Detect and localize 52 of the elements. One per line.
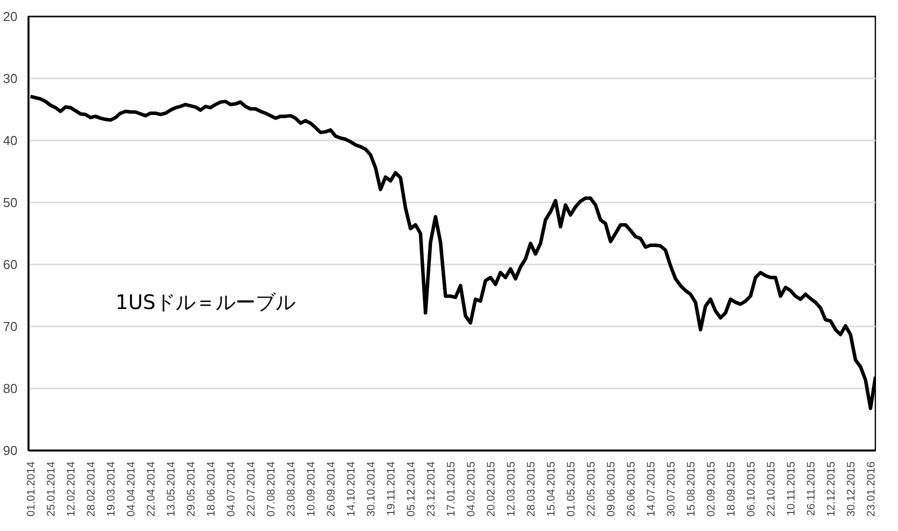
y-tick-label: 50 bbox=[3, 195, 18, 210]
x-tick-label: 09.06.2015 bbox=[606, 461, 618, 517]
x-tick-label: 01.05.2015 bbox=[566, 461, 578, 517]
x-tick-label: 28.03.2015 bbox=[526, 461, 538, 517]
x-tick-label: 02.09.2015 bbox=[706, 461, 718, 517]
x-tick-label: 23.08.2014 bbox=[286, 461, 298, 517]
x-tick-label: 10.09.2014 bbox=[306, 461, 318, 517]
x-tick-label: 23.12.2014 bbox=[426, 461, 438, 517]
x-tick-label: 06.10.2015 bbox=[746, 461, 758, 517]
x-tick-label: 30.07.2015 bbox=[666, 461, 678, 517]
x-tick-label: 22.04.2014 bbox=[146, 461, 158, 517]
x-tick-label: 10.11.2015 bbox=[786, 461, 798, 516]
x-tick-label: 12.02.2014 bbox=[66, 461, 78, 517]
y-tick-label: 60 bbox=[3, 257, 18, 272]
y-tick-label: 20 bbox=[3, 9, 18, 24]
x-tick-label: 12.03.2015 bbox=[506, 461, 518, 517]
x-tick-label: 05.12.2014 bbox=[406, 461, 418, 517]
x-tick-label: 14.10.2014 bbox=[346, 461, 358, 517]
y-tick-label: 80 bbox=[3, 381, 18, 396]
x-tick-label: 20.02.2015 bbox=[486, 461, 498, 517]
x-tick-label: 29.05.2014 bbox=[186, 461, 198, 517]
x-tick-label: 19.11.2014 bbox=[386, 461, 398, 516]
x-tick-label: 14.07.2015 bbox=[646, 461, 658, 517]
x-tick-label: 01.01.2014 bbox=[26, 461, 38, 517]
x-tick-label: 12.12.2015 bbox=[826, 461, 838, 517]
x-tick-label: 28.02.2014 bbox=[86, 461, 98, 517]
x-tick-label: 26.11.2015 bbox=[806, 461, 818, 516]
y-tick-label: 70 bbox=[3, 319, 18, 334]
x-tick-label: 25.01.2014 bbox=[46, 461, 58, 517]
y-tick-label: 40 bbox=[3, 133, 18, 148]
x-tick-label: 15.08.2015 bbox=[686, 461, 698, 517]
x-tick-label: 30.10.2014 bbox=[366, 461, 378, 517]
x-tick-label: 17.01.2015 bbox=[446, 461, 458, 517]
y-tick-label: 30 bbox=[3, 71, 18, 86]
x-tick-label: 04.04.2014 bbox=[126, 461, 138, 517]
x-tick-label: 04.02.2015 bbox=[466, 461, 478, 517]
x-tick-label: 26.06.2015 bbox=[626, 461, 638, 517]
x-tick-label: 18.06.2014 bbox=[206, 461, 218, 517]
x-tick-label: 22.07.2014 bbox=[246, 461, 258, 517]
y-tick-label: 90 bbox=[3, 443, 18, 458]
x-tick-label: 30.12.2015 bbox=[846, 461, 858, 517]
x-tick-label: 07.08.2014 bbox=[266, 461, 278, 517]
x-tick-label: 13.05.2014 bbox=[166, 461, 178, 517]
x-tick-label: 19.03.2014 bbox=[106, 461, 118, 517]
x-tick-label: 23.01.2016 bbox=[866, 461, 878, 517]
x-tick-label: 04.07.2014 bbox=[226, 461, 238, 517]
x-tick-label: 22.05.2015 bbox=[586, 461, 598, 517]
annotation: 1USドル＝ルーブル bbox=[116, 290, 296, 314]
x-tick-label: 18.09.2015 bbox=[726, 461, 738, 517]
x-tick-label: 22.10.2015 bbox=[766, 461, 778, 517]
x-tick-label: 26.09.2014 bbox=[326, 461, 338, 517]
x-tick-label: 15.04.2015 bbox=[546, 461, 558, 517]
